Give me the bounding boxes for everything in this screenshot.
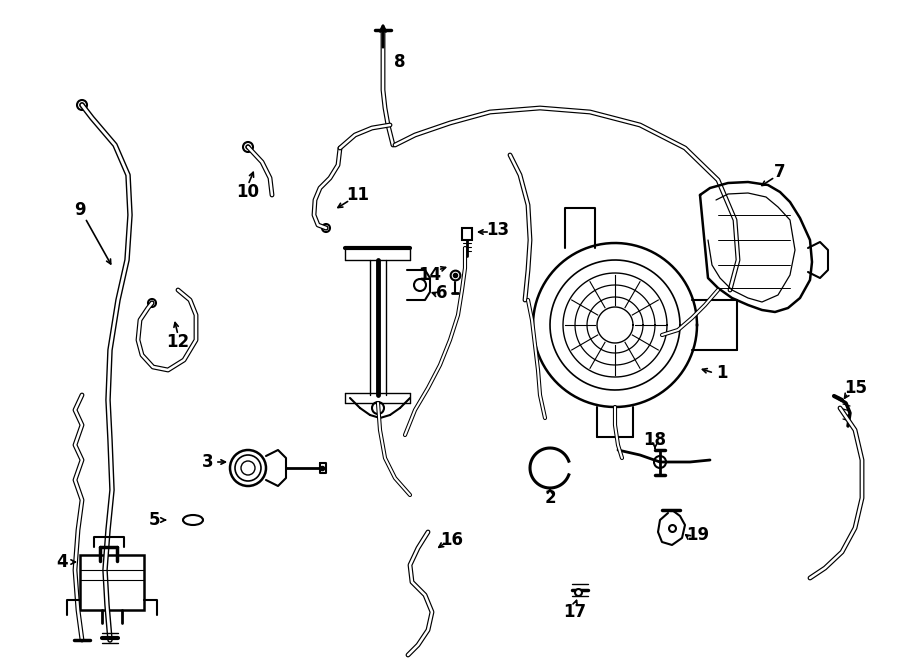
Text: 12: 12: [166, 333, 190, 351]
Text: 16: 16: [440, 531, 464, 549]
Text: 4: 4: [56, 553, 68, 571]
Text: 3: 3: [202, 453, 214, 471]
Text: 1: 1: [716, 364, 728, 382]
Circle shape: [150, 301, 154, 305]
Circle shape: [324, 227, 328, 229]
Text: 11: 11: [346, 186, 370, 204]
Circle shape: [80, 103, 84, 107]
Text: 7: 7: [774, 163, 786, 181]
Text: 6: 6: [436, 284, 448, 302]
Text: 13: 13: [486, 221, 509, 239]
Text: 9: 9: [74, 201, 86, 219]
Bar: [462, 228, 472, 240]
Bar: [80, 555, 144, 610]
Text: 2: 2: [544, 489, 556, 507]
Text: 17: 17: [563, 603, 587, 621]
Text: 15: 15: [844, 379, 868, 397]
Text: 5: 5: [149, 511, 161, 529]
Text: 8: 8: [394, 53, 406, 71]
Text: 18: 18: [644, 431, 667, 449]
Text: 10: 10: [237, 183, 259, 201]
Text: 14: 14: [418, 266, 442, 284]
Text: 19: 19: [687, 526, 709, 544]
Circle shape: [246, 145, 250, 149]
